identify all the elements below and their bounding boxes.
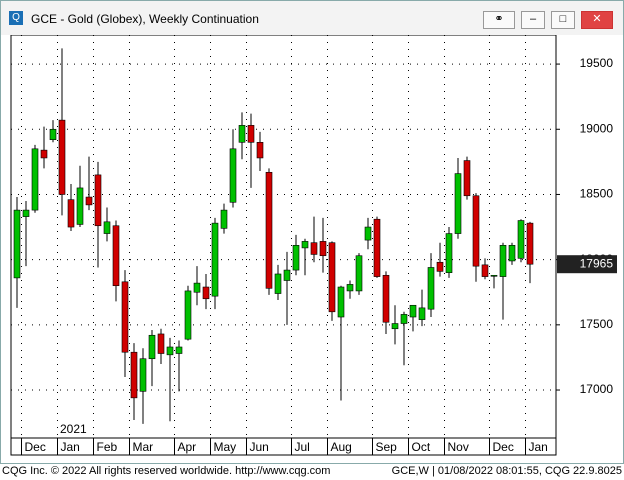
x-tick-label: Jul: [295, 440, 310, 454]
candle-body: [490, 274, 498, 277]
candle-body: [499, 245, 507, 277]
candle-body: [67, 199, 75, 228]
x-tick-label: Jan: [529, 440, 548, 454]
x-tick-label: Dec: [25, 440, 46, 454]
candle-body: [148, 334, 156, 360]
candle-body: [31, 148, 39, 211]
candle-body: [175, 346, 183, 354]
title-bar: Q GCE - Gold (Globex), Weekly Continuati…: [1, 1, 623, 35]
candle-body: [76, 187, 84, 225]
x-tick-label: Mar: [133, 440, 154, 454]
candle-body: [355, 255, 363, 292]
candle-body: [364, 226, 372, 241]
candle-body: [436, 261, 444, 272]
candle-body: [328, 242, 336, 313]
candle-body: [139, 358, 147, 392]
y-tick-label: 19500: [580, 56, 614, 70]
x-tick-label: Jun: [250, 440, 269, 454]
candle-body: [337, 286, 345, 318]
candle-body: [409, 304, 417, 318]
chart-window: Q GCE - Gold (Globex), Weekly Continuati…: [0, 0, 624, 464]
x-tick-label: Sep: [376, 440, 398, 454]
x-tick-label: Feb: [97, 440, 118, 454]
candle-body: [373, 218, 381, 277]
candle-body: [166, 346, 174, 356]
candle-body: [94, 174, 102, 227]
maximize-button[interactable]: □: [551, 11, 575, 29]
minimize-button[interactable]: –: [521, 11, 545, 29]
last-price-label: 17965: [580, 256, 614, 270]
candle-body: [283, 269, 291, 281]
footer: CQG Inc. © 2022 All rights reserved worl…: [0, 464, 624, 480]
x-tick-label: Nov: [448, 440, 469, 454]
candle-body: [319, 241, 327, 257]
candle-body: [211, 222, 219, 297]
candle-body: [292, 245, 300, 271]
candle-body: [247, 125, 255, 143]
x-tick-label: Aug: [331, 440, 352, 454]
candle-body: [58, 119, 66, 195]
app-icon: Q: [9, 11, 23, 25]
candle-body: [481, 264, 489, 277]
candle-body: [310, 242, 318, 255]
candle-body: [40, 149, 48, 159]
candle-body: [112, 225, 120, 287]
last-price-box: [557, 255, 617, 274]
candle-body: [274, 273, 282, 294]
candle-body: [229, 148, 237, 203]
candle-body: [418, 307, 426, 320]
x-tick-label: Dec: [493, 440, 514, 454]
candle-body: [301, 241, 309, 249]
candle-body: [157, 333, 165, 354]
candle-body: [238, 125, 246, 143]
candle-body: [49, 128, 57, 140]
candle-body: [472, 195, 480, 267]
window-title: GCE - Gold (Globex), Weekly Continuation: [31, 12, 259, 26]
candle-body: [265, 171, 273, 289]
x-tick-label: May: [214, 440, 237, 454]
close-button[interactable]: ✕: [581, 11, 613, 29]
candle-body: [391, 323, 399, 330]
candle-body: [517, 220, 525, 259]
year-label: 2021: [60, 422, 87, 436]
candle-body: [400, 314, 408, 324]
copyright: CQG Inc. © 2022 All rights reserved worl…: [2, 465, 331, 477]
candle-body: [346, 284, 354, 292]
candle-body: [382, 274, 390, 323]
x-tick-label: Oct: [412, 440, 431, 454]
candle-body: [103, 221, 111, 234]
candle-body: [22, 209, 30, 217]
candle-body: [454, 173, 462, 234]
candle-body: [130, 351, 138, 399]
candle-body: [256, 142, 264, 159]
candle-body: [220, 209, 228, 229]
y-tick-label: 18500: [580, 187, 614, 201]
y-tick-label: 19000: [580, 121, 614, 135]
candle-body: [13, 209, 21, 279]
candle-body: [85, 196, 93, 206]
status: GCE,W | 01/08/2022 08:01:55, CQG 22.9.80…: [391, 465, 622, 477]
chart: 170001750018000185001900019500DecJanFebM…: [10, 35, 617, 456]
candle-body: [121, 281, 129, 353]
y-tick-label: 17500: [580, 317, 614, 331]
candle-body: [508, 245, 516, 262]
x-tick-label: Apr: [178, 440, 197, 454]
link-button[interactable]: ⚭: [483, 11, 515, 29]
plot-frame: [10, 35, 557, 439]
x-tick-label: Jan: [61, 440, 80, 454]
candle-body: [193, 282, 201, 293]
candle-body: [463, 160, 471, 197]
y-tick-label: 17000: [580, 382, 614, 396]
candle-body: [184, 290, 192, 340]
candle-body: [445, 233, 453, 273]
candle-body: [202, 286, 210, 300]
candle-body: [526, 222, 534, 265]
x-axis-strip: [10, 437, 557, 456]
candle-body: [427, 267, 435, 310]
